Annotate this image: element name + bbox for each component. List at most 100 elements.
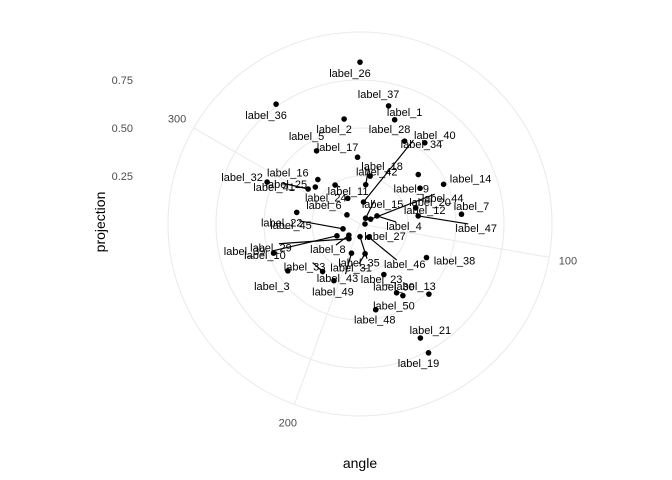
label-leader-line [281,182,309,190]
point-label: label_46 [384,259,426,271]
point-label: label_3 [254,281,289,293]
point-label: label_39 [224,246,266,258]
point-label: label_12 [404,205,446,217]
point-label: label_23 [361,274,403,286]
grid-circle [167,31,553,417]
point-label: label_6 [306,200,341,212]
point-label: label_49 [312,287,354,299]
data-point [381,271,387,278]
data-point [417,335,424,341]
point-label: label_34 [401,139,443,151]
data-point [357,59,363,65]
data-point [362,250,368,257]
label-leader-line [368,236,398,261]
point-label: label_8 [310,244,345,256]
data-point [313,148,320,154]
data-point [400,292,406,299]
data-point [293,209,300,216]
point-label: label_28 [369,124,411,136]
point-label: label_24 [305,192,347,204]
data-point [319,268,326,275]
data-point [332,182,338,188]
data-point [362,221,368,227]
data-point [344,195,351,202]
data-point [422,140,428,146]
angle-tick-labels: 100 200 300 [168,113,577,429]
data-point [312,184,319,190]
point-label: label_7 [454,201,489,213]
data-point [315,176,321,183]
data-point [458,211,465,218]
point-label: label_50 [373,301,415,313]
point-label: label_18 [361,161,403,173]
label-leader-line [370,193,435,220]
label-leader-line [278,238,349,245]
data-points [264,59,465,356]
point-label: label_33 [284,262,326,274]
point-label: label_37 [358,89,400,101]
data-point [360,199,367,205]
data-point [270,250,277,256]
data-point [365,234,372,240]
data-point [440,181,447,188]
angle-tick-label: 100 [559,256,577,268]
point-label: label_21 [410,325,452,337]
radial-tick-label: 0.75 [112,75,133,87]
data-point [425,350,432,356]
point-label: label_14 [450,173,492,185]
angle-tick-label: 300 [168,113,186,125]
point-label: label_43 [317,273,359,285]
label-leader-line [418,215,469,225]
data-point [423,254,430,261]
data-point [331,277,337,284]
point-label: label_32 [221,172,263,184]
point-label: label_30 [373,282,415,294]
point-label: label_16 [267,168,309,180]
data-point [362,181,369,188]
data-point [357,233,363,240]
data-point [367,216,374,222]
data-point [393,290,400,296]
point-label: label_15 [362,199,404,211]
point-label: label_41 [253,182,295,194]
data-point [305,186,311,192]
point-label: label_26 [329,68,371,80]
angle-tick-label: 200 [279,417,297,429]
data-point [341,116,347,122]
data-point [412,205,419,211]
point-label: label_17 [317,142,359,154]
point-labels: label_1label_2label_3label_4label_5label… [221,68,497,370]
data-point [285,268,291,274]
point-label: label_27 [364,231,406,243]
data-point [346,235,352,242]
point-label: label_45 [270,220,312,232]
radial-tick-label: 0.50 [112,123,133,135]
data-point [417,185,423,192]
data-point [415,213,421,219]
radial-tick-labels: 0.25 0.50 0.75 [112,75,133,183]
data-point [264,179,270,185]
grid-spoke [359,223,550,258]
data-point [334,233,340,239]
label-leader-line [376,215,397,223]
point-label: label_29 [250,243,292,255]
radial-tick-label: 0.25 [112,171,133,183]
data-point [426,291,432,297]
data-point [344,212,350,218]
polar-grid [167,31,553,417]
label-leader-line [344,252,353,275]
point-label: label_22 [261,217,303,229]
data-point [391,116,398,123]
point-label: label_31 [330,263,372,275]
point-label: label_44 [422,193,464,205]
point-label: label_20 [409,197,451,209]
point-label: label_19 [398,358,440,370]
point-label: label_47 [455,223,497,235]
data-point [401,138,408,144]
point-label: label_48 [354,315,396,327]
point-label: label_11 [328,186,369,198]
data-point [374,213,380,219]
grid-circle [215,79,505,369]
point-label: label_9 [394,184,429,196]
point-label: label_42 [356,167,398,179]
